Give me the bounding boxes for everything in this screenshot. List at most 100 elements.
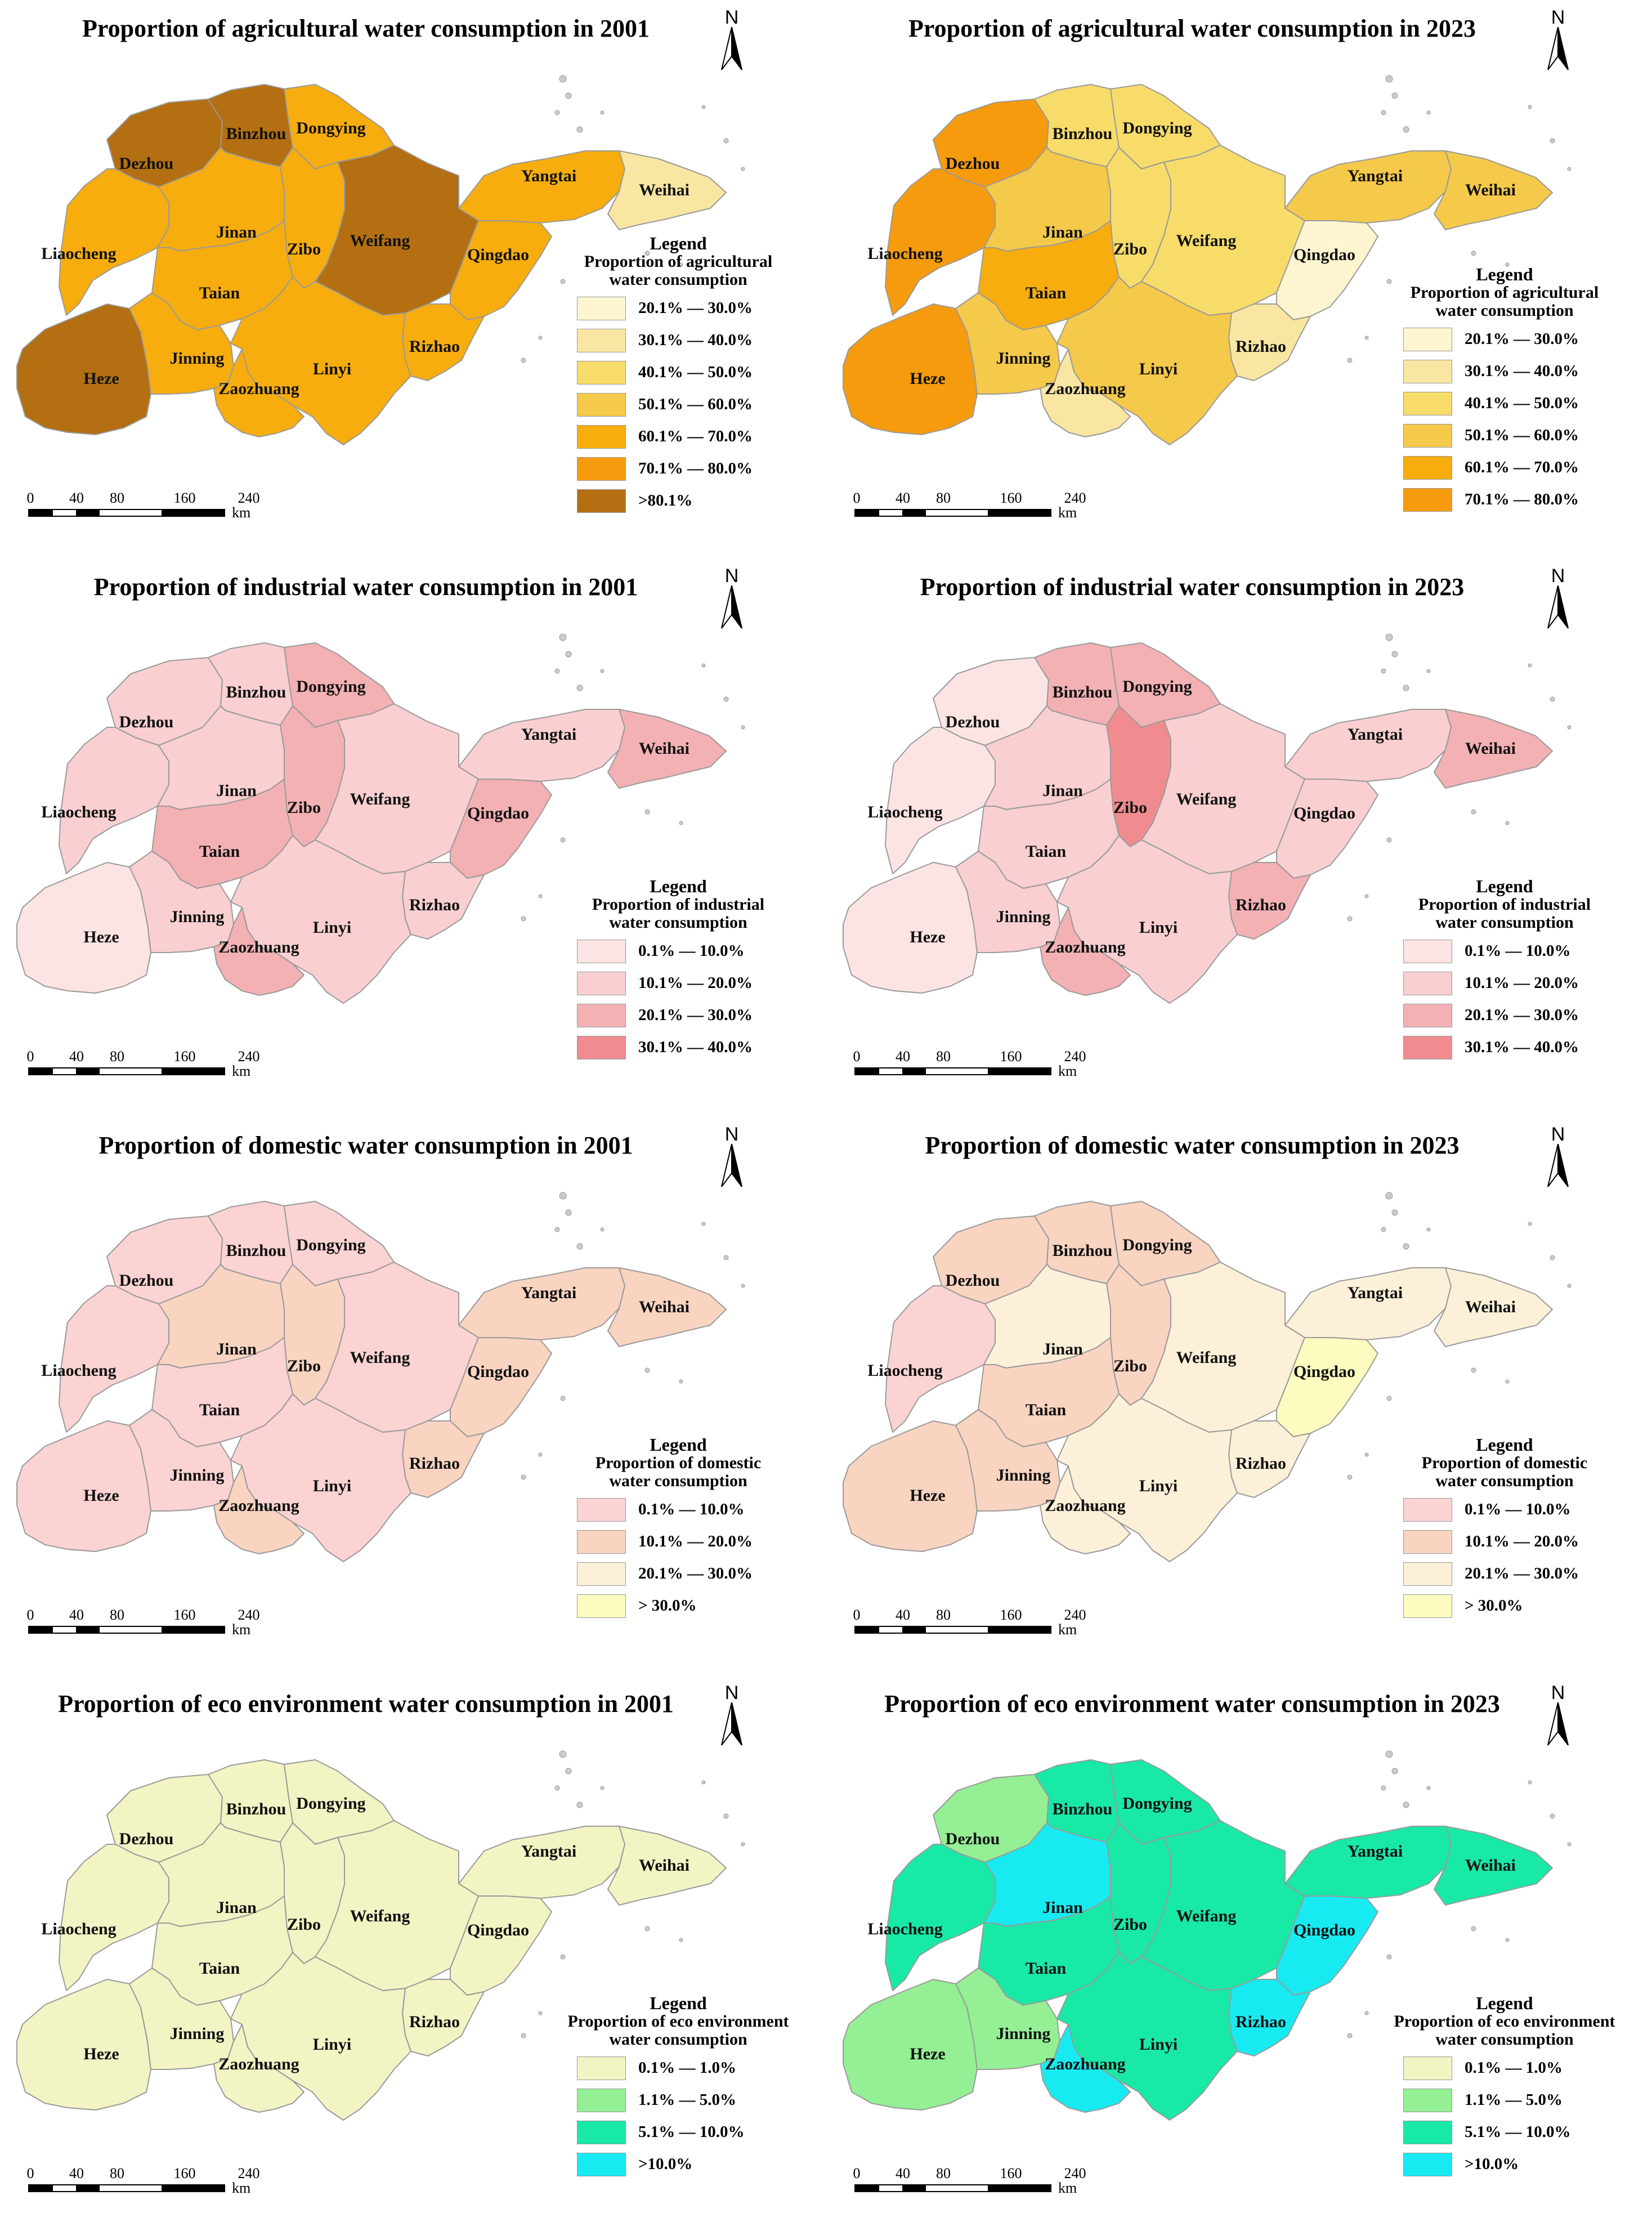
city-label-rizhao: Rizhao <box>409 337 460 356</box>
legend-subtitle: water consumption <box>609 2030 747 2049</box>
island-shape <box>538 2011 543 2015</box>
city-label-taian: Taian <box>1026 1401 1067 1419</box>
island-shape <box>1426 669 1431 673</box>
legend-swatch <box>577 1594 626 1618</box>
scale-tick-label: 240 <box>1064 490 1086 506</box>
city-label-zibo: Zibo <box>287 1357 321 1375</box>
scale-tick-label: 160 <box>173 1607 196 1623</box>
north-label: N <box>1551 1124 1565 1145</box>
island-shape <box>723 1813 729 1819</box>
map-panel: Proportion of agricultural water consump… <box>0 0 826 556</box>
city-label-yangtai: Yangtai <box>1347 1842 1403 1861</box>
island-shape <box>1347 2033 1353 2038</box>
scale-bar: 0 40 80 160 240 km <box>849 1607 1086 1640</box>
city-label-dezhou: Dezhou <box>119 1830 174 1848</box>
island-shape <box>1386 1396 1392 1401</box>
north-arrow: N <box>715 7 749 80</box>
island-shape <box>1550 696 1555 702</box>
island-shape <box>1364 894 1369 898</box>
province-map: Dezhou Binzhou Dongying Yangtai Weihai Liaoch… <box>843 75 1572 445</box>
north-arrow: N <box>715 565 749 638</box>
region-qingdao <box>1276 1337 1378 1437</box>
legend-label: >80.1% <box>638 491 693 509</box>
city-label-jinan: Jinan <box>1042 1898 1083 1917</box>
city-label-weifang: Weifang <box>350 1907 410 1925</box>
city-label-rizhao: Rizhao <box>409 2013 460 2031</box>
island-shape <box>1364 1452 1369 1457</box>
city-label-qingdao: Qingdao <box>1293 1362 1355 1381</box>
region-zaozhuang <box>1040 2024 1131 2113</box>
island-shape <box>565 1209 572 1216</box>
region-heze <box>16 1979 151 2111</box>
legend-swatch <box>1403 488 1452 512</box>
legend-swatch <box>577 392 626 417</box>
north-label: N <box>724 1124 739 1145</box>
legend-title: Legend <box>1476 1993 1533 2013</box>
legend-item: 10.1% — 20.0% <box>1403 967 1623 999</box>
legend-label: 20.1% — 30.0% <box>638 1006 753 1024</box>
legend-swatch <box>577 1003 626 1027</box>
map-panel: Proportion of domestic water consumption… <box>0 1117 826 1673</box>
island-shape <box>554 1785 560 1791</box>
legend-item: 10.1% — 20.0% <box>1403 1526 1623 1558</box>
legend-label: 0.1% — 10.0% <box>638 942 745 960</box>
scale-bar-graphic <box>28 1626 225 1634</box>
region-heze <box>843 1420 978 1552</box>
legend-item: 50.1% — 60.0% <box>1403 419 1623 451</box>
city-label-qingdao: Qingdao <box>467 1921 529 1939</box>
scale-tick-label: 40 <box>69 490 84 506</box>
city-label-taian: Taian <box>199 1959 240 1978</box>
legend-swatch <box>577 457 626 481</box>
scale-bar: 0 40 80 160 240 km <box>849 2165 1086 2199</box>
legend-swatch <box>577 1035 626 1059</box>
scale-segment <box>902 2185 926 2191</box>
city-label-zibo: Zibo <box>1113 798 1147 817</box>
region-qingdao <box>450 220 552 320</box>
scale-segment <box>52 1627 77 1633</box>
island-shape <box>1385 1192 1393 1200</box>
island-shape <box>559 633 567 641</box>
legend-swatch <box>1403 971 1452 995</box>
north-arrow-icon <box>1547 585 1569 629</box>
city-label-zaozhuang: Zaozhuang <box>1045 938 1125 956</box>
scale-ticks: 0 40 80 160 240 <box>849 490 1086 507</box>
island-shape <box>1364 2011 1369 2015</box>
map-panel: Proportion of domestic water consumption… <box>826 1117 1652 1673</box>
island-shape <box>600 1227 605 1232</box>
city-label-dezhou: Dezhou <box>119 713 174 731</box>
city-label-weihai: Weihai <box>639 181 690 199</box>
city-label-jinan: Jinan <box>1042 781 1083 800</box>
city-label-yangtai: Yangtai <box>1347 725 1403 744</box>
city-label-liaocheng: Liaocheng <box>41 244 116 263</box>
legend-item: 5.1% — 10.0% <box>1403 2116 1623 2148</box>
scale-segment <box>902 1068 926 1074</box>
island-shape <box>1567 1842 1572 1847</box>
city-label-weihai: Weihai <box>1465 1856 1516 1875</box>
north-arrow-icon <box>1547 27 1569 70</box>
legend-label: 30.1% — 40.0% <box>1465 362 1579 380</box>
region-zaozhuang <box>1040 907 1131 996</box>
legend-swatch <box>1403 327 1452 351</box>
province-map: Dezhou Binzhou Dongying Yangtai Weihai Liaoch… <box>16 1750 745 2121</box>
city-label-heze: Heze <box>83 369 119 388</box>
legend-label: > 30.0% <box>638 1597 697 1615</box>
region-liaocheng <box>59 1285 169 1433</box>
island-shape <box>1381 110 1386 115</box>
north-arrow-icon <box>1547 1144 1569 1187</box>
city-label-heze: Heze <box>910 1486 945 1505</box>
legend-label: 0.1% — 1.0% <box>638 2059 736 2077</box>
city-label-dezhou: Dezhou <box>946 154 1000 173</box>
region-qingdao <box>1276 1895 1378 1996</box>
island-shape <box>1426 1227 1431 1232</box>
legend-label: 30.1% — 40.0% <box>638 331 753 349</box>
scale-segment <box>29 510 53 516</box>
legend-label: 20.1% — 30.0% <box>638 299 753 317</box>
province-map: Dezhou Binzhou Dongying Yangtai Weihai Liaoch… <box>843 1192 1572 1562</box>
map-legend: Legend Proportion of industrial water cons… <box>1386 877 1623 1063</box>
scale-ticks: 0 40 80 160 240 <box>849 1048 1086 1065</box>
city-label-jinning: Jinning <box>170 349 225 368</box>
island-shape <box>644 809 650 815</box>
legend-subtitle: water consumption <box>1435 913 1574 932</box>
province-map: Dezhou Binzhou Dongying Yangtai Weihai Liaoch… <box>843 1750 1572 2121</box>
scale-tick-label: 0 <box>26 1048 34 1065</box>
